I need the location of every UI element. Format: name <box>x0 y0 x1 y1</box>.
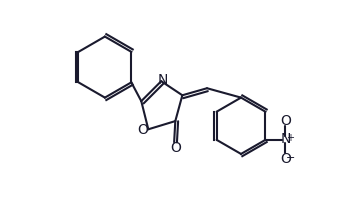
Text: +: + <box>287 133 294 143</box>
Text: N: N <box>158 73 168 87</box>
Text: O: O <box>170 141 181 155</box>
Text: N: N <box>280 132 291 146</box>
Text: O: O <box>280 152 291 166</box>
Text: O: O <box>137 123 148 137</box>
Text: O: O <box>280 114 291 128</box>
Text: −: − <box>286 153 295 163</box>
